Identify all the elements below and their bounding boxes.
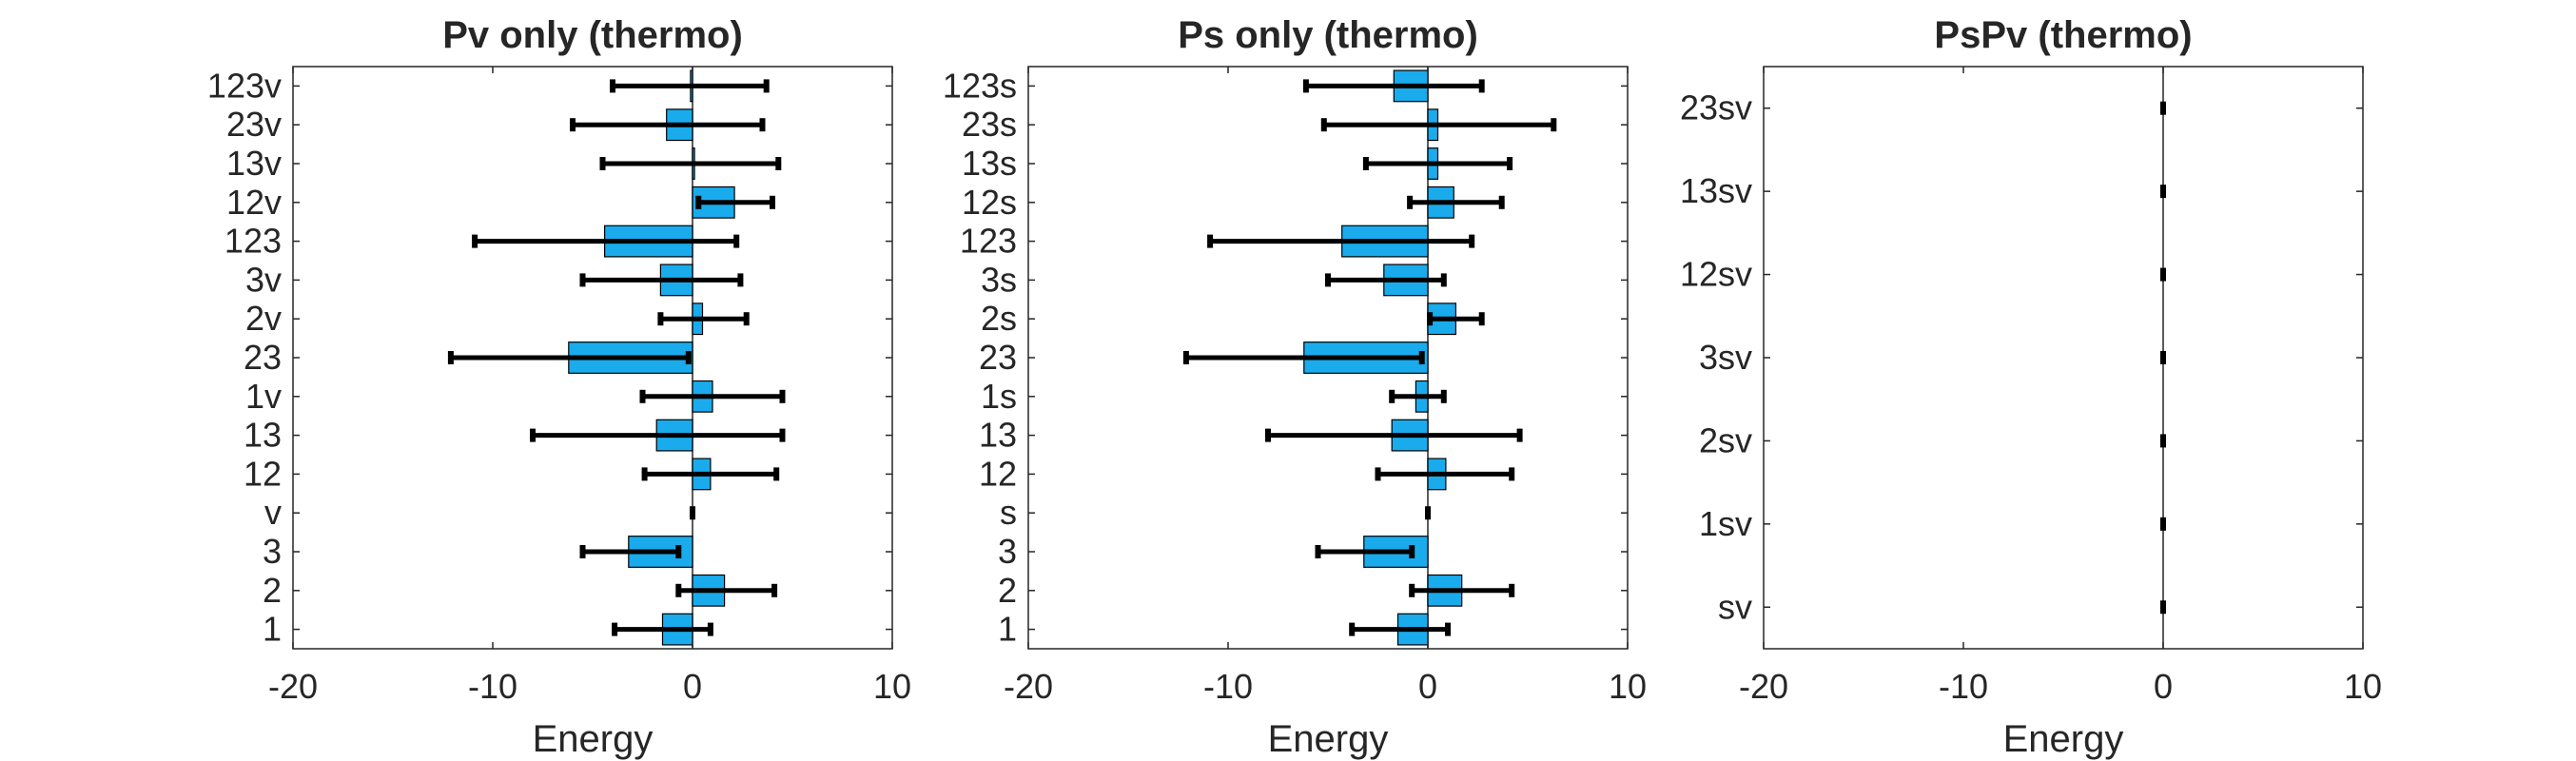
ytick-label: 12: [979, 454, 1017, 493]
ytick-label: 123: [224, 222, 282, 261]
ytick-label: 12sv: [1680, 255, 1752, 294]
errorbar-1: [1349, 622, 1451, 636]
xtick-label: -20: [268, 667, 318, 706]
errorbar-2v: [657, 312, 750, 326]
ytick-label: 1: [263, 610, 282, 649]
errorbar-13: [530, 428, 786, 442]
errorbar-3s: [1325, 273, 1447, 287]
errorbar-12v: [695, 195, 775, 209]
errorbar-2: [1409, 583, 1515, 597]
errorbar-13: [1265, 428, 1523, 442]
x-axis-label: Energy: [2003, 718, 2124, 760]
errorbar-12: [1375, 467, 1515, 481]
ytick-label: 123: [960, 222, 1017, 261]
errorbar-23: [447, 351, 692, 364]
errorbar-12s: [1407, 195, 1505, 209]
chart-title: PsPv (thermo): [1934, 14, 2192, 56]
errorbar-3: [1315, 545, 1415, 558]
ytick-label: 13: [244, 416, 282, 455]
xtick-label: 10: [2344, 667, 2382, 706]
chart-3: sv 1sv 2sv 3sv 12sv 13sv 23sv -20 -10 0 10 PsPv (th…: [1680, 14, 2382, 760]
ytick-label: v: [264, 493, 282, 532]
xtick-label: -10: [1203, 667, 1253, 706]
x-axis-label: Energy: [1268, 718, 1389, 760]
x-axis-label: Energy: [533, 718, 654, 760]
ytick-label: 2: [263, 571, 282, 610]
errorbar-23v: [570, 118, 766, 132]
ytick-label: 1v: [245, 377, 282, 416]
xtick-label: 0: [1418, 667, 1437, 706]
errorbar-23s: [1320, 118, 1557, 132]
ytick-label: 3s: [981, 260, 1017, 299]
ytick-label: 1sv: [1699, 504, 1752, 543]
ytick-label: 13sv: [1680, 171, 1752, 210]
ytick-label: 3sv: [1699, 338, 1752, 377]
errorbar-3v: [579, 273, 744, 287]
ytick-label: 23: [979, 338, 1017, 377]
errorbar-3: [579, 545, 682, 558]
chart-title: Pv only (thermo): [442, 14, 743, 56]
errorbar-13v: [599, 157, 782, 170]
errorbar-123: [1207, 234, 1475, 248]
ytick-label: 2s: [981, 299, 1017, 338]
ytick-label: 23: [244, 338, 282, 377]
plot-frame: [1763, 66, 2364, 650]
ytick-label: 2: [998, 571, 1017, 610]
errorbar-1: [612, 622, 713, 636]
xtick-label: 10: [1609, 667, 1647, 706]
errorbar-2: [675, 583, 778, 597]
ytick-label: 123s: [943, 66, 1017, 105]
ytick-label: 1: [998, 610, 1017, 649]
xtick-label: -10: [1939, 667, 1988, 706]
ytick-label: s: [1000, 493, 1017, 532]
errorbar-12: [641, 467, 780, 481]
xtick-label: -20: [1739, 667, 1788, 706]
ytick-label: 3v: [245, 260, 282, 299]
ytick-label: 23s: [962, 105, 1017, 144]
xtick-label: 0: [2154, 667, 2173, 706]
ytick-label: 13: [979, 416, 1017, 455]
ytick-label: 23v: [226, 105, 282, 144]
ytick-label: 13v: [226, 144, 282, 183]
ytick-label: 12s: [962, 183, 1017, 222]
ytick-label: 13s: [962, 144, 1017, 183]
ytick-label: 123v: [207, 66, 282, 105]
xtick-label: 0: [683, 667, 702, 706]
chart-title: Ps only (thermo): [1178, 14, 1478, 56]
errorbar-123: [472, 234, 740, 248]
ytick-label: 1s: [981, 377, 1017, 416]
ytick-label: 12: [244, 454, 282, 493]
ytick-label: 3: [998, 532, 1017, 571]
errorbar-123v: [610, 79, 770, 93]
errorbar-1v: [639, 389, 786, 403]
errorbar-23: [1182, 351, 1425, 364]
ytick-label: 12v: [226, 183, 282, 222]
xtick-label: 10: [873, 667, 911, 706]
xtick-label: -20: [1004, 667, 1053, 706]
ytick-label: 2v: [245, 299, 282, 338]
ytick-label: 23sv: [1680, 88, 1752, 127]
ytick-label: sv: [1718, 587, 1752, 626]
xtick-label: -10: [468, 667, 517, 706]
errorbar-1s: [1389, 389, 1447, 403]
errorbar-123s: [1302, 79, 1485, 93]
errorbar-13s: [1362, 157, 1513, 170]
errorbar-2s: [1427, 312, 1485, 326]
ytick-label: 2sv: [1699, 420, 1752, 459]
ytick-label: 3: [263, 532, 282, 571]
